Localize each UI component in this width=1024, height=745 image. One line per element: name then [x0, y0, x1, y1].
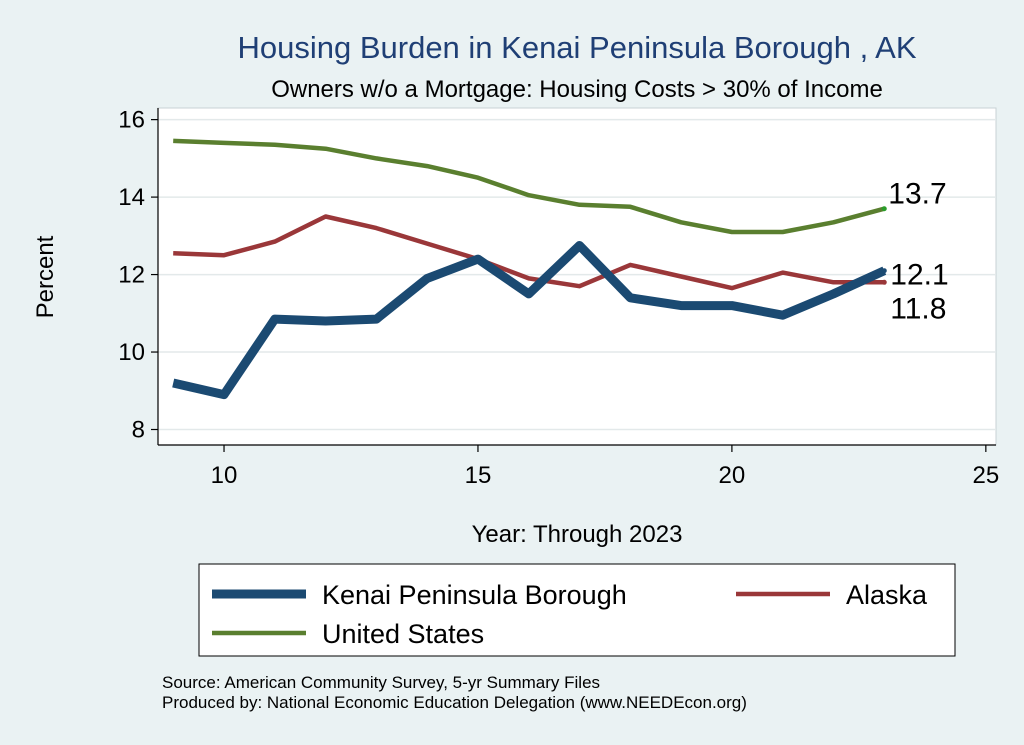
legend-label: Kenai Peninsula Borough [322, 580, 627, 610]
x-tick-label: 25 [972, 462, 999, 489]
y-tick-label: 14 [118, 184, 145, 211]
series-lines [172, 138, 887, 400]
x-tick-label: 15 [465, 462, 492, 489]
source-note: Source: American Community Survey, 5-yr … [162, 673, 600, 692]
series-end-point [881, 206, 887, 212]
legend: Kenai Peninsula Borough Alaska United Stat… [212, 580, 928, 649]
x-axis-label: Year: Through 2023 [472, 521, 683, 548]
legend-label: Alaska [846, 580, 928, 610]
x-tick-label: 10 [211, 462, 238, 489]
y-tick-label: 16 [118, 107, 145, 134]
produced-note: Produced by: National Economic Education… [162, 693, 747, 712]
x-tick-label: 20 [719, 462, 746, 489]
y-tick-label: 10 [118, 339, 145, 366]
series-line-alaska [173, 214, 885, 291]
series-end-point [881, 279, 887, 285]
legend-label: United States [322, 619, 484, 649]
series-end-point [881, 268, 887, 274]
chart-title: Housing Burden in Kenai Peninsula Boroug… [237, 30, 916, 65]
axes: 8 10 12 14 16 10 15 20 25 [118, 107, 999, 489]
y-tick-label: 8 [132, 417, 145, 444]
series-end-label: 13.7 [888, 178, 946, 211]
y-axis-label: Percent [32, 235, 59, 318]
series-line-kenai [172, 241, 887, 400]
series-end-label: 11.8 [890, 292, 946, 325]
plot-area [157, 107, 997, 446]
chart-subtitle: Owners w/o a Mortgage: Housing Costs > 3… [271, 76, 883, 103]
series-line-united-states [173, 138, 885, 235]
legend-box [198, 563, 956, 657]
end-labels: 12.111.8 13.7 [881, 178, 949, 325]
series-end-label: 12.1 [890, 259, 948, 292]
grid-lines [158, 118, 996, 431]
y-tick-label: 12 [118, 262, 145, 289]
